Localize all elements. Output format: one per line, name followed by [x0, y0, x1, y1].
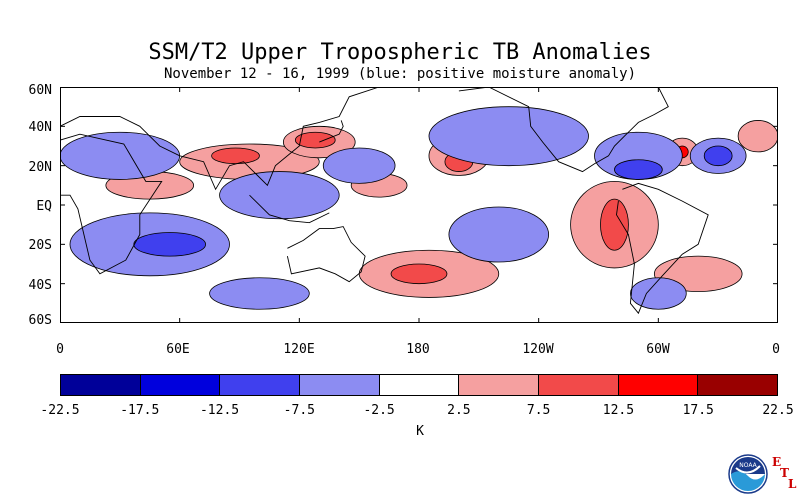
map-title: SSM/T2 Upper Tropospheric TB Anomalies [148, 40, 652, 65]
colorbar-unit: K [416, 424, 424, 439]
lat-label-eq: EQ [36, 199, 52, 214]
colorbar-segment-0 [61, 375, 141, 395]
colorbar-label-4: -2.5 [363, 403, 395, 418]
anomaly-region-neg1-23 [448, 206, 550, 263]
coastline-south-america [616, 182, 709, 315]
colorbar-label-8: 17.5 [682, 403, 714, 418]
anomaly-map-svg [60, 87, 778, 323]
colorbar-label-5: 2.5 [447, 403, 471, 418]
colorbar-label-7: 12.5 [602, 403, 635, 418]
lon-label-60w: 60W [646, 342, 670, 357]
colorbar-segment-3 [300, 375, 380, 395]
anomaly-region-neg1-29 [209, 277, 310, 310]
coastline-africa [60, 133, 163, 275]
anomaly-region-neg1-24 [428, 106, 589, 167]
colorbar-segment-8 [698, 375, 778, 395]
colorbar-label-0: -22.5 [40, 403, 80, 418]
colorbar-segment-5 [459, 375, 540, 395]
lat-label-60n: 60N [28, 83, 52, 98]
lon-label-120w: 120W [522, 342, 554, 357]
coastline-japan [319, 120, 344, 143]
colorbar-segment-1 [140, 375, 221, 395]
coastline-eurasia [60, 87, 380, 191]
colorbar-label-9: 22.5 [762, 403, 794, 418]
coastlines [60, 87, 709, 315]
lat-label-60s: 60S [28, 313, 52, 328]
lat-label-20s: 20S [28, 238, 52, 253]
etl-letter-e: E [772, 455, 782, 469]
lon-label-0: 0 [56, 342, 64, 357]
colorbar [60, 374, 778, 396]
anomaly-region-pos1-17 [737, 120, 778, 153]
lon-label-60e: 60E [166, 342, 190, 357]
lat-label-20n: 20N [28, 160, 52, 175]
anomaly-map [60, 87, 778, 323]
lon-label-180: 180 [406, 342, 430, 357]
anomaly-region-neg2-26 [614, 159, 663, 180]
coastline-north-america [458, 87, 669, 173]
colorbar-segment-4 [379, 375, 460, 395]
anomaly-region-pos2-11 [600, 198, 629, 251]
colorbar-label-2: -12.5 [199, 403, 240, 418]
anomaly-region-neg1-21 [219, 171, 340, 220]
lat-label-40s: 40S [28, 278, 52, 293]
noaa-logo: NOAA [728, 454, 768, 494]
coastline-australia [286, 226, 366, 283]
colorbar-segment-7 [618, 375, 699, 395]
colorbar-label-1: -17.5 [120, 403, 160, 418]
lon-label-120e: 120E [283, 342, 315, 357]
anomaly-region-neg2-28 [703, 145, 733, 167]
anomaly-region-neg1-30 [630, 277, 687, 310]
colorbar-label-3: -7.5 [283, 403, 315, 418]
noaa-logo-text: NOAA [739, 462, 757, 469]
anomaly-region-neg1-22 [322, 147, 396, 184]
anomaly-region-neg2-20 [133, 232, 206, 257]
colorbar-segment-6 [539, 375, 619, 395]
anomaly-region-pos2-4 [294, 131, 336, 149]
map-subtitle: November 12 - 16, 1999 (blue: positive m… [163, 66, 636, 82]
etl-letter-l: L [788, 477, 797, 491]
colorbar-segment-2 [220, 375, 301, 395]
colorbar-label-6: 7.5 [526, 403, 551, 418]
coastline-indonesia [249, 194, 330, 224]
anomaly-region-pos2-2 [211, 147, 260, 165]
lat-label-40n: 40N [28, 120, 52, 135]
anomaly-region-neg1-18 [60, 131, 181, 180]
etl-letter-t: T [780, 466, 789, 480]
lon-label-0-end: 0 [772, 342, 780, 357]
anomaly-region-pos2-9 [390, 263, 448, 285]
